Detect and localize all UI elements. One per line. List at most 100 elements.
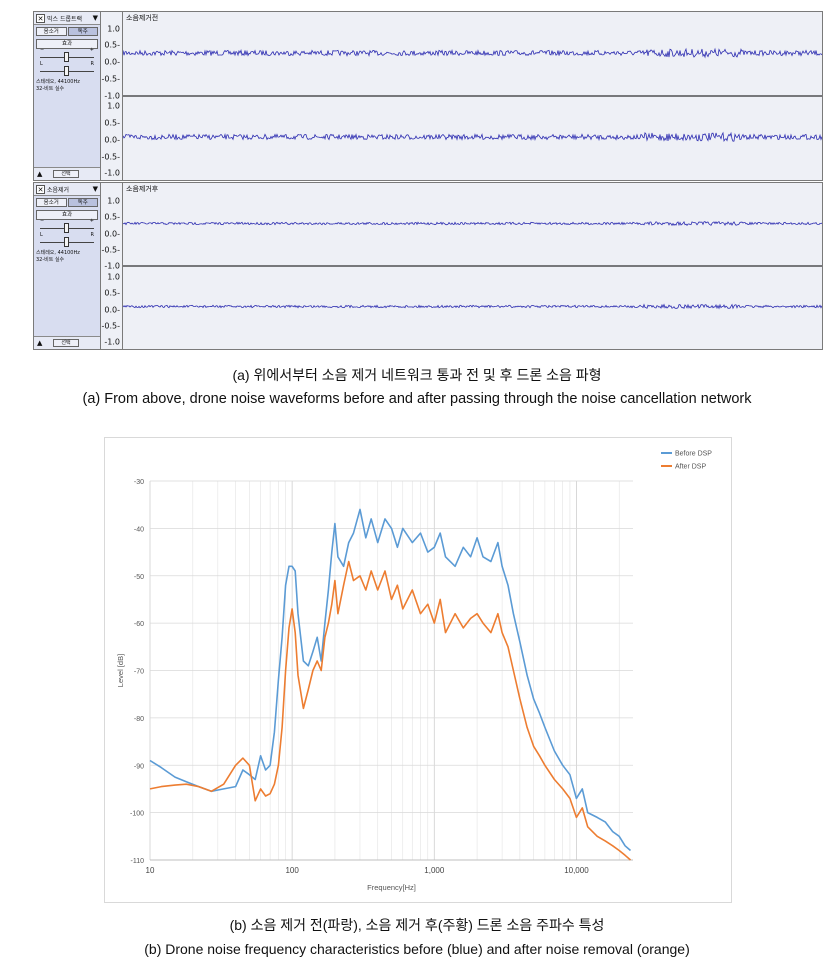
caption-b-english: (b) Drone noise frequency characteristic…	[144, 941, 690, 957]
y-axis-label: Level [dB]	[116, 654, 125, 687]
x-tick-label: 10,000	[564, 866, 589, 875]
track-format: 스테레오, 44100Hz	[36, 79, 80, 85]
gain-slider[interactable]: − +	[40, 218, 94, 234]
caption-b-korean: (b) 소음 제거 전(파랑), 소음 제거 후(주황) 드론 소음 주파수 특…	[229, 917, 605, 933]
scale-label: -1.0	[104, 168, 120, 178]
mute-button[interactable]: 음소거	[36, 198, 67, 207]
solo-button[interactable]: 독주	[67, 27, 98, 36]
frequency-chart-svg: 10 100 1,000 10,000 -30 -40 -50 -60 -70 -80 -90 -10…	[116, 451, 712, 893]
legend-label: Before DSP	[675, 451, 712, 458]
amplitude-scale: 1.0 0.5- 0.0- -0.5- -1.0 1.0 0.5- 0.0- -…	[101, 12, 123, 180]
effects-button[interactable]: 효과	[36, 39, 98, 49]
track-info: 스테레오, 44100Hz 32-비트 실수	[34, 248, 100, 264]
track-footer: ▲ 선택	[34, 167, 100, 180]
scale-label: 0.5-	[104, 212, 120, 222]
effects-button[interactable]: 효과	[36, 210, 98, 220]
y-tick-label: -70	[134, 669, 144, 676]
track-header: ✕ 믹스 드롭트랙 ▼	[34, 12, 100, 25]
solo-button[interactable]: 독주	[67, 198, 98, 207]
frequency-chart: 10 100 1,000 10,000 -30 -40 -50 -60 -70 -80 -90 -10…	[104, 437, 732, 903]
legend-label: After DSP	[675, 464, 706, 471]
scale-label: -1.0	[104, 261, 120, 271]
y-tick-label: -100	[130, 811, 144, 818]
pan-slider[interactable]: L R	[40, 232, 94, 248]
scale-label: 0.0-	[104, 229, 120, 239]
track-label: 소음제거전	[126, 14, 159, 22]
scale-label: 0.5-	[104, 40, 120, 50]
track-header: ✕ 소음제거 ▼	[34, 183, 100, 196]
waveform-channel-1	[123, 47, 822, 59]
series-line-after-dsp	[149, 560, 632, 861]
waveform-channel-2	[123, 131, 822, 143]
gain-slider-thumb[interactable]	[64, 223, 69, 233]
caption-a-english: (a) From above, drone noise waveforms be…	[82, 391, 752, 407]
scale-label: -0.5-	[101, 321, 121, 331]
amplitude-scale: 1.0 0.5- 0.0- -0.5- -1.0 1.0 0.5- 0.0- -…	[101, 183, 123, 349]
pan-left-label: L	[40, 232, 43, 238]
y-tick-label: -50	[134, 574, 144, 581]
scale-label: 0.0-	[104, 57, 120, 67]
gain-slider[interactable]: − +	[40, 47, 94, 63]
close-icon[interactable]: ✕	[36, 13, 45, 23]
x-tick-label: 100	[285, 866, 299, 875]
pan-right-label: R	[90, 232, 94, 238]
track-name-dropdown[interactable]: 믹스 드롭트랙	[47, 15, 83, 23]
pan-left-label: L	[40, 61, 43, 67]
gain-slider-thumb[interactable]	[64, 52, 69, 62]
track-name-dropdown[interactable]: 소음제거	[47, 186, 70, 194]
track-info: 스테레오, 44100Hz 32-비트 실수	[34, 77, 100, 93]
audio-track-after[interactable]: ✕ 소음제거 ▼ 음소거 독주 효과 − + L R 스테레오, 44100Hz…	[33, 182, 823, 350]
track-bit-depth: 32-비트 실수	[36, 257, 65, 263]
collapse-icon[interactable]: ▲	[37, 339, 43, 347]
gain-min-label: −	[40, 218, 45, 224]
x-tick-label: 10	[146, 866, 155, 875]
x-axis-label: Frequency[Hz]	[367, 883, 416, 892]
y-tick-label: -90	[134, 763, 144, 770]
track-format: 스테레오, 44100Hz	[36, 250, 80, 256]
series-line-before-dsp	[149, 508, 632, 852]
pan-slider[interactable]: L R	[40, 61, 94, 77]
pan-right-label: R	[90, 61, 94, 67]
scale-label: 1.0	[107, 101, 120, 111]
caption-a-korean: (a) 위에서부터 소음 제거 네트워크 통과 전 및 후 드론 소음 파형	[232, 367, 602, 383]
gain-min-label: −	[40, 47, 45, 53]
audio-track-before[interactable]: ✕ 믹스 드롭트랙 ▼ 음소거 독주 효과 − + L R 스테레오, 4410…	[33, 11, 823, 181]
waveform-area[interactable]: 소음제거전	[123, 12, 822, 180]
chevron-down-icon[interactable]: ▼	[92, 14, 98, 22]
select-button[interactable]: 선택	[53, 170, 79, 178]
y-tick-label: -60	[134, 621, 144, 628]
scale-label: 1.0	[107, 196, 120, 206]
pan-slider-thumb[interactable]	[64, 66, 69, 76]
scale-label: -0.5-	[101, 245, 121, 255]
gain-max-label: +	[89, 47, 94, 53]
scale-label: 1.0	[107, 272, 120, 282]
waveform-area[interactable]: 소음제거후	[123, 183, 822, 349]
track-bit-depth: 32-비트 실수	[36, 86, 65, 92]
track-label: 소음제거후	[126, 185, 159, 193]
scale-label: -1.0	[104, 91, 120, 101]
track-control-panel: ✕ 소음제거 ▼ 음소거 독주 효과 − + L R 스테레오, 44100Hz…	[34, 183, 101, 349]
close-icon[interactable]: ✕	[36, 184, 45, 194]
select-button[interactable]: 선택	[53, 339, 79, 347]
y-tick-label: -40	[134, 526, 144, 533]
track-control-panel: ✕ 믹스 드롭트랙 ▼ 음소거 독주 효과 − + L R 스테레오, 4410…	[34, 12, 101, 180]
scale-label: -0.5-	[101, 74, 121, 84]
gain-max-label: +	[89, 218, 94, 224]
waveform-svg	[123, 221, 822, 310]
y-tick-label: -110	[131, 858, 145, 865]
mute-button[interactable]: 음소거	[36, 27, 67, 36]
y-tick-label: -30	[134, 479, 144, 486]
scale-label: -0.5-	[101, 152, 121, 162]
scale-label: 1.0	[107, 24, 120, 34]
chevron-down-icon[interactable]: ▼	[92, 185, 98, 193]
scale-label: 0.0-	[104, 305, 120, 315]
scale-label: -1.0	[104, 337, 120, 347]
waveform-channel-1	[123, 221, 822, 227]
x-tick-label: 1,000	[424, 866, 445, 875]
scale-label: 0.0-	[104, 135, 120, 145]
collapse-icon[interactable]: ▲	[37, 170, 43, 178]
y-tick-label: -80	[134, 716, 144, 723]
pan-slider-thumb[interactable]	[64, 237, 69, 247]
track-footer: ▲ 선택	[34, 336, 100, 349]
waveform-channel-2	[123, 303, 822, 310]
